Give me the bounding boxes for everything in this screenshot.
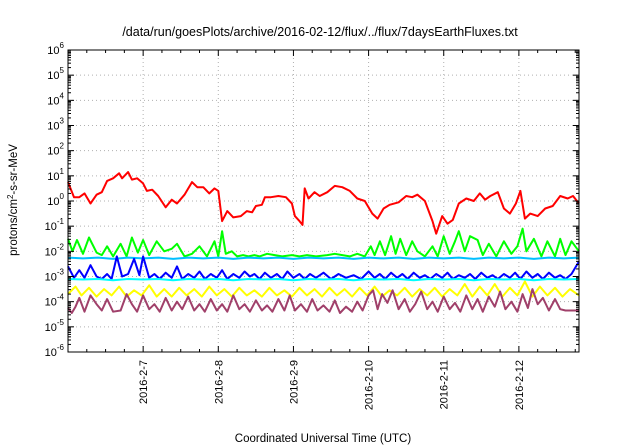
- y-tick-base: 10: [47, 95, 59, 107]
- y-tick-base: 10: [45, 221, 57, 233]
- y-tick-base: 10: [47, 121, 59, 133]
- y-tick-exponent: 3: [60, 117, 65, 126]
- series-line-1: [67, 171, 580, 235]
- y-tick-exponent: -4: [57, 293, 65, 302]
- y-tick-exponent: 2: [60, 142, 65, 151]
- y-tick-label: 10-4: [45, 293, 65, 309]
- y-tick-label: 100: [47, 192, 64, 208]
- y-tick-exponent: 0: [60, 192, 65, 201]
- y-tick-exponent: 6: [60, 41, 65, 50]
- y-tick-exponent: -5: [57, 318, 65, 327]
- y-tick-exponent: -1: [57, 217, 65, 226]
- y-tick-base: 10: [45, 246, 57, 258]
- y-tick-label: 106: [47, 41, 64, 57]
- series-line-4: [67, 255, 580, 280]
- y-tick-label: 10-6: [45, 343, 65, 359]
- series-line-6: [67, 280, 580, 298]
- y-axis-label-sup: 2: [6, 194, 15, 199]
- y-tick-base: 10: [47, 45, 59, 57]
- series-line-2: [67, 227, 580, 258]
- series-line-3: [67, 256, 580, 260]
- y-tick-base: 10: [45, 322, 57, 334]
- y-tick-label: 10-2: [45, 242, 65, 258]
- y-tick-label: 103: [47, 117, 64, 133]
- y-tick-label: 10-1: [45, 217, 65, 233]
- y-tick-exponent: 5: [60, 66, 65, 75]
- y-tick-label: 10-3: [45, 268, 65, 284]
- y-tick-exponent: -6: [57, 343, 65, 352]
- y-tick-exponent: 4: [60, 91, 65, 100]
- x-tick-label: 2016-2-7: [138, 360, 150, 404]
- y-tick-base: 10: [47, 70, 59, 82]
- chart-title: /data/run/goesPlots/archive/2016-02-12/f…: [122, 25, 518, 39]
- y-tick-base: 10: [45, 272, 57, 284]
- x-tick-label: 2016-2-9: [288, 360, 300, 404]
- y-axis-label: protons/cm2-s-sr-MeV: [6, 144, 20, 256]
- series-line-5: [67, 278, 580, 282]
- x-tick-label: 2016-2-8: [213, 360, 225, 404]
- y-tick-label: 101: [47, 167, 64, 183]
- y-tick-exponent: -3: [57, 268, 65, 277]
- y-tick-base: 10: [45, 297, 57, 309]
- y-tick-base: 10: [47, 196, 59, 208]
- y-tick-base: 10: [47, 171, 59, 183]
- x-axis-label: Coordinated Universal Time (UTC): [235, 433, 412, 445]
- y-tick-exponent: 1: [60, 167, 65, 176]
- y-tick-labels: 10-610-510-410-310-210-11001011021031041…: [45, 41, 65, 359]
- series-layer: [67, 171, 580, 314]
- tick-layer: [68, 49, 579, 353]
- y-tick-label: 105: [47, 66, 64, 82]
- series-line-7: [67, 288, 579, 314]
- x-tick-label: 2016-2-10: [364, 360, 376, 410]
- y-axis-label-pre: protons/cm: [8, 199, 20, 256]
- y-axis-label-post: -s-sr-MeV: [8, 144, 20, 195]
- y-tick-base: 10: [45, 347, 57, 359]
- y-tick-label: 102: [47, 142, 64, 158]
- y-tick-label: 10-5: [45, 318, 65, 334]
- x-tick-label: 2016-2-11: [439, 360, 451, 409]
- y-tick-label: 104: [47, 91, 64, 107]
- y-tick-exponent: -2: [57, 242, 65, 251]
- x-tick-label: 2016-2-12: [514, 360, 526, 410]
- y-tick-base: 10: [47, 146, 59, 158]
- x-tick-labels: 2016-2-7 2016-2-8 2016-2-9 2016-2-10 2016-2-…: [138, 360, 526, 410]
